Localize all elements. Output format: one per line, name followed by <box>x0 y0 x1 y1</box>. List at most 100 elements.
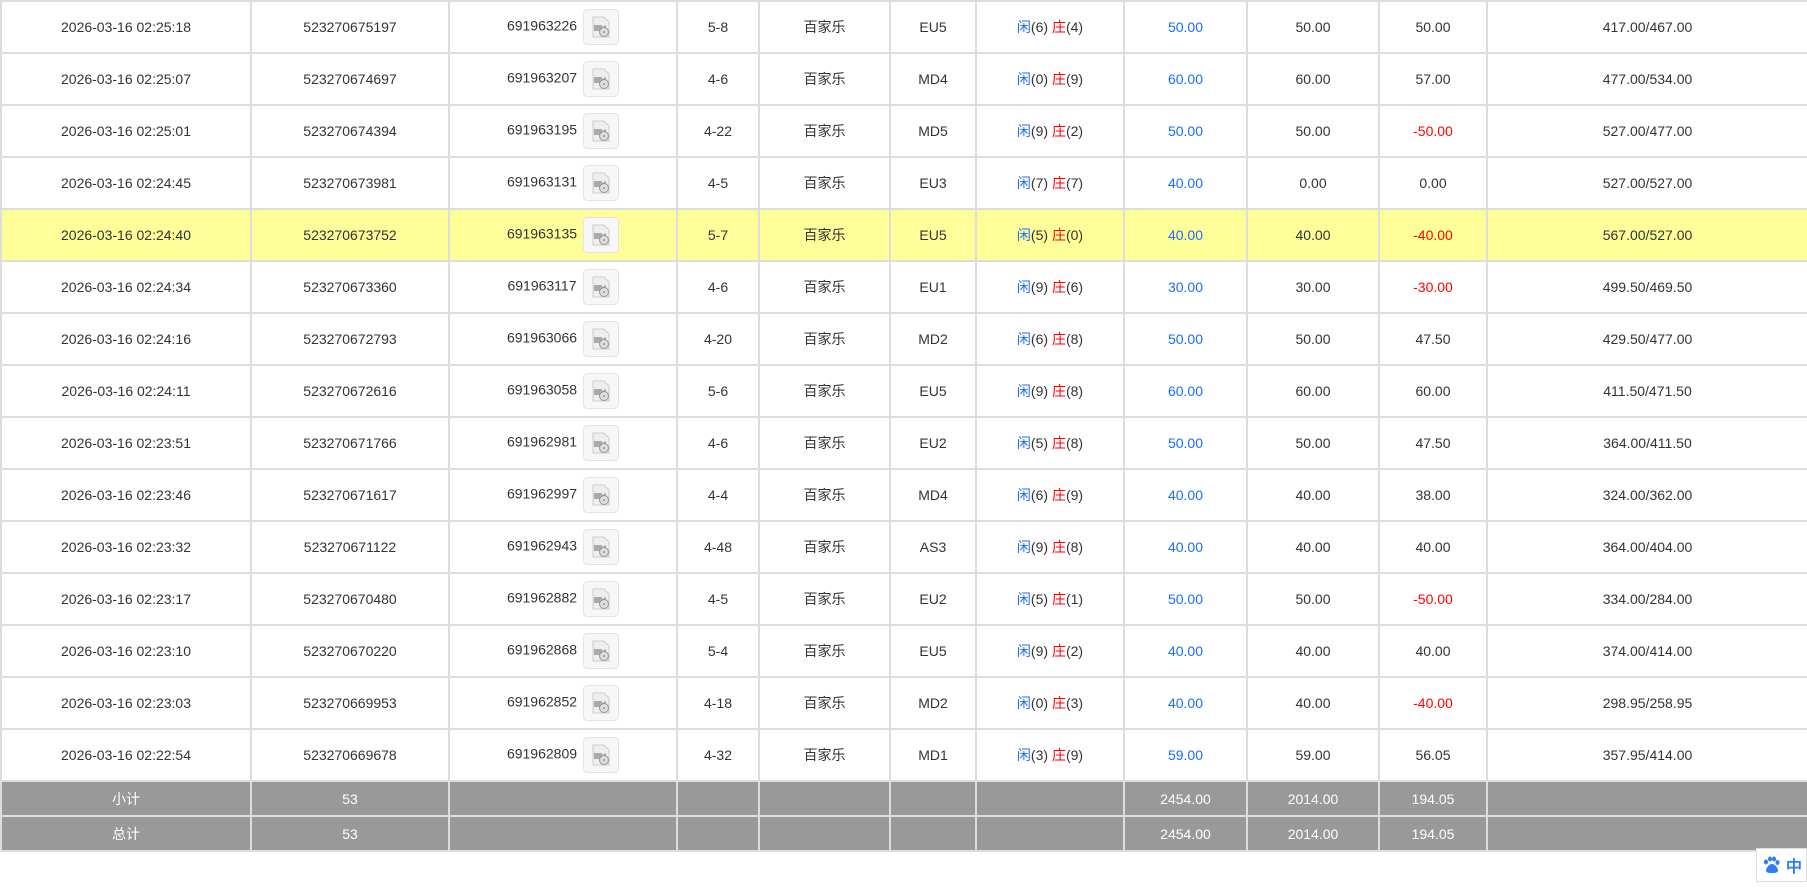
valid-bet: 50.00 <box>1246 572 1380 626</box>
video-replay-icon[interactable] <box>583 529 620 565</box>
subtotal-row: 小计 53 2454.00 2014.00 194.05 <box>0 780 1807 817</box>
bet-amount[interactable]: 50.00 <box>1123 0 1248 54</box>
banker-label: 庄 <box>1051 71 1066 87</box>
video-replay-icon[interactable] <box>583 165 620 201</box>
round-cell: 691962981 <box>448 416 678 470</box>
player-label: 闲 <box>1016 747 1031 763</box>
bet-amount[interactable]: 59.00 <box>1123 728 1248 782</box>
bet-time: 2026-03-16 02:23:03 <box>0 676 252 730</box>
video-replay-icon[interactable] <box>583 581 620 617</box>
table-code: EU5 <box>889 364 977 418</box>
video-replay-icon[interactable] <box>582 269 619 305</box>
video-replay-icon[interactable] <box>583 113 620 149</box>
banker-score: 2 <box>1070 123 1079 139</box>
round-id: 691962981 <box>506 433 578 450</box>
banker-score: 1 <box>1070 591 1079 607</box>
player-label: 闲 <box>1016 175 1031 191</box>
table-code: EU5 <box>889 0 977 54</box>
table-row: 2026-03-16 02:23:03 523270669953 6919628… <box>0 676 1807 730</box>
result: 闲(9) 庄(8) <box>975 520 1125 574</box>
video-replay-icon[interactable] <box>583 321 620 357</box>
bet-amount[interactable]: 40.00 <box>1123 468 1248 522</box>
total-row: 总计 53 2454.00 2014.00 194.05 <box>0 815 1807 852</box>
video-replay-icon[interactable] <box>583 633 620 669</box>
bet-amount[interactable]: 60.00 <box>1123 364 1248 418</box>
video-replay-icon[interactable] <box>583 373 620 409</box>
bet-amount[interactable]: 30.00 <box>1123 260 1248 314</box>
result: 闲(5) 庄(0) <box>975 208 1125 262</box>
round-id: 691963207 <box>506 69 578 86</box>
bet-amount[interactable]: 40.00 <box>1123 624 1248 678</box>
banker-score: 8 <box>1070 435 1079 451</box>
banker-label: 庄 <box>1051 591 1066 607</box>
table-code: MD1 <box>889 728 977 782</box>
footer-winloss: 194.05 <box>1378 780 1488 817</box>
result: 闲(6) 庄(4) <box>975 0 1125 54</box>
result: 闲(6) 庄(8) <box>975 312 1125 366</box>
bet-amount[interactable]: 60.00 <box>1123 52 1248 106</box>
bet-amount[interactable]: 50.00 <box>1123 104 1248 158</box>
valid-bet: 40.00 <box>1246 208 1380 262</box>
player-label: 闲 <box>1016 695 1031 711</box>
result: 闲(0) 庄(3) <box>975 676 1125 730</box>
video-replay-icon[interactable] <box>583 217 620 253</box>
bet-amount[interactable]: 40.00 <box>1123 208 1248 262</box>
bet-amount[interactable]: 40.00 <box>1123 676 1248 730</box>
round-id: 691963226 <box>506 17 578 34</box>
balance-before-after: 429.50/477.00 <box>1486 312 1807 366</box>
bet-amount[interactable]: 40.00 <box>1123 156 1248 210</box>
bet-id: 523270672616 <box>250 364 450 418</box>
bet-time: 2026-03-16 02:23:51 <box>0 416 252 470</box>
bet-time: 2026-03-16 02:23:46 <box>0 468 252 522</box>
table-row: 2026-03-16 02:24:11 523270672616 6919630… <box>0 364 1807 418</box>
win-loss: -50.00 <box>1378 572 1488 626</box>
banker-score: 4 <box>1070 19 1079 35</box>
result: 闲(9) 庄(6) <box>975 260 1125 314</box>
player-label: 闲 <box>1016 331 1031 347</box>
result: 闲(9) 庄(8) <box>975 364 1125 418</box>
banker-label: 庄 <box>1051 487 1066 503</box>
footer-label: 总计 <box>0 815 252 852</box>
banker-label: 庄 <box>1051 331 1066 347</box>
bet-amount[interactable]: 50.00 <box>1123 312 1248 366</box>
game-type: 百家乐 <box>758 0 891 54</box>
bet-id: 523270673360 <box>250 260 450 314</box>
valid-bet: 50.00 <box>1246 312 1380 366</box>
bet-time: 2026-03-16 02:24:40 <box>0 208 252 262</box>
result: 闲(6) 庄(9) <box>975 468 1125 522</box>
balance-before-after: 364.00/411.50 <box>1486 416 1807 470</box>
win-loss: 60.00 <box>1378 364 1488 418</box>
video-replay-icon[interactable] <box>583 737 620 773</box>
balance-before-after: 417.00/467.00 <box>1486 0 1807 54</box>
table-row: 2026-03-16 02:22:54 523270669678 6919628… <box>0 728 1807 782</box>
video-replay-icon[interactable] <box>583 425 620 461</box>
round-cell: 691962943 <box>448 520 678 574</box>
round-id: 691963066 <box>506 329 578 346</box>
video-replay-icon[interactable] <box>583 477 620 513</box>
player-label: 闲 <box>1016 487 1031 503</box>
bet-amount[interactable]: 40.00 <box>1123 520 1248 574</box>
player-score: 6 <box>1035 19 1044 35</box>
bet-time: 2026-03-16 02:23:10 <box>0 624 252 678</box>
table-row: 2026-03-16 02:24:16 523270672793 6919630… <box>0 312 1807 366</box>
balance-before-after: 357.95/414.00 <box>1486 728 1807 782</box>
balance-before-after: 334.00/284.00 <box>1486 572 1807 626</box>
bet-id: 523270674394 <box>250 104 450 158</box>
valid-bet: 60.00 <box>1246 364 1380 418</box>
bet-id: 523270669953 <box>250 676 450 730</box>
bet-time: 2026-03-16 02:25:07 <box>0 52 252 106</box>
player-score: 6 <box>1035 331 1044 347</box>
video-replay-icon[interactable] <box>583 61 620 97</box>
round-cell: 691963207 <box>448 52 678 106</box>
video-replay-icon[interactable] <box>583 685 620 721</box>
video-replay-icon[interactable] <box>583 9 620 45</box>
result: 闲(5) 庄(8) <box>975 416 1125 470</box>
table-code: MD5 <box>889 104 977 158</box>
balance-before-after: 567.00/527.00 <box>1486 208 1807 262</box>
bet-time: 2026-03-16 02:24:16 <box>0 312 252 366</box>
game-type: 百家乐 <box>758 156 891 210</box>
bet-amount[interactable]: 50.00 <box>1123 416 1248 470</box>
banker-label: 庄 <box>1051 19 1066 35</box>
baidu-ime-widget[interactable]: 中 <box>1756 848 1807 882</box>
bet-amount[interactable]: 50.00 <box>1123 572 1248 626</box>
